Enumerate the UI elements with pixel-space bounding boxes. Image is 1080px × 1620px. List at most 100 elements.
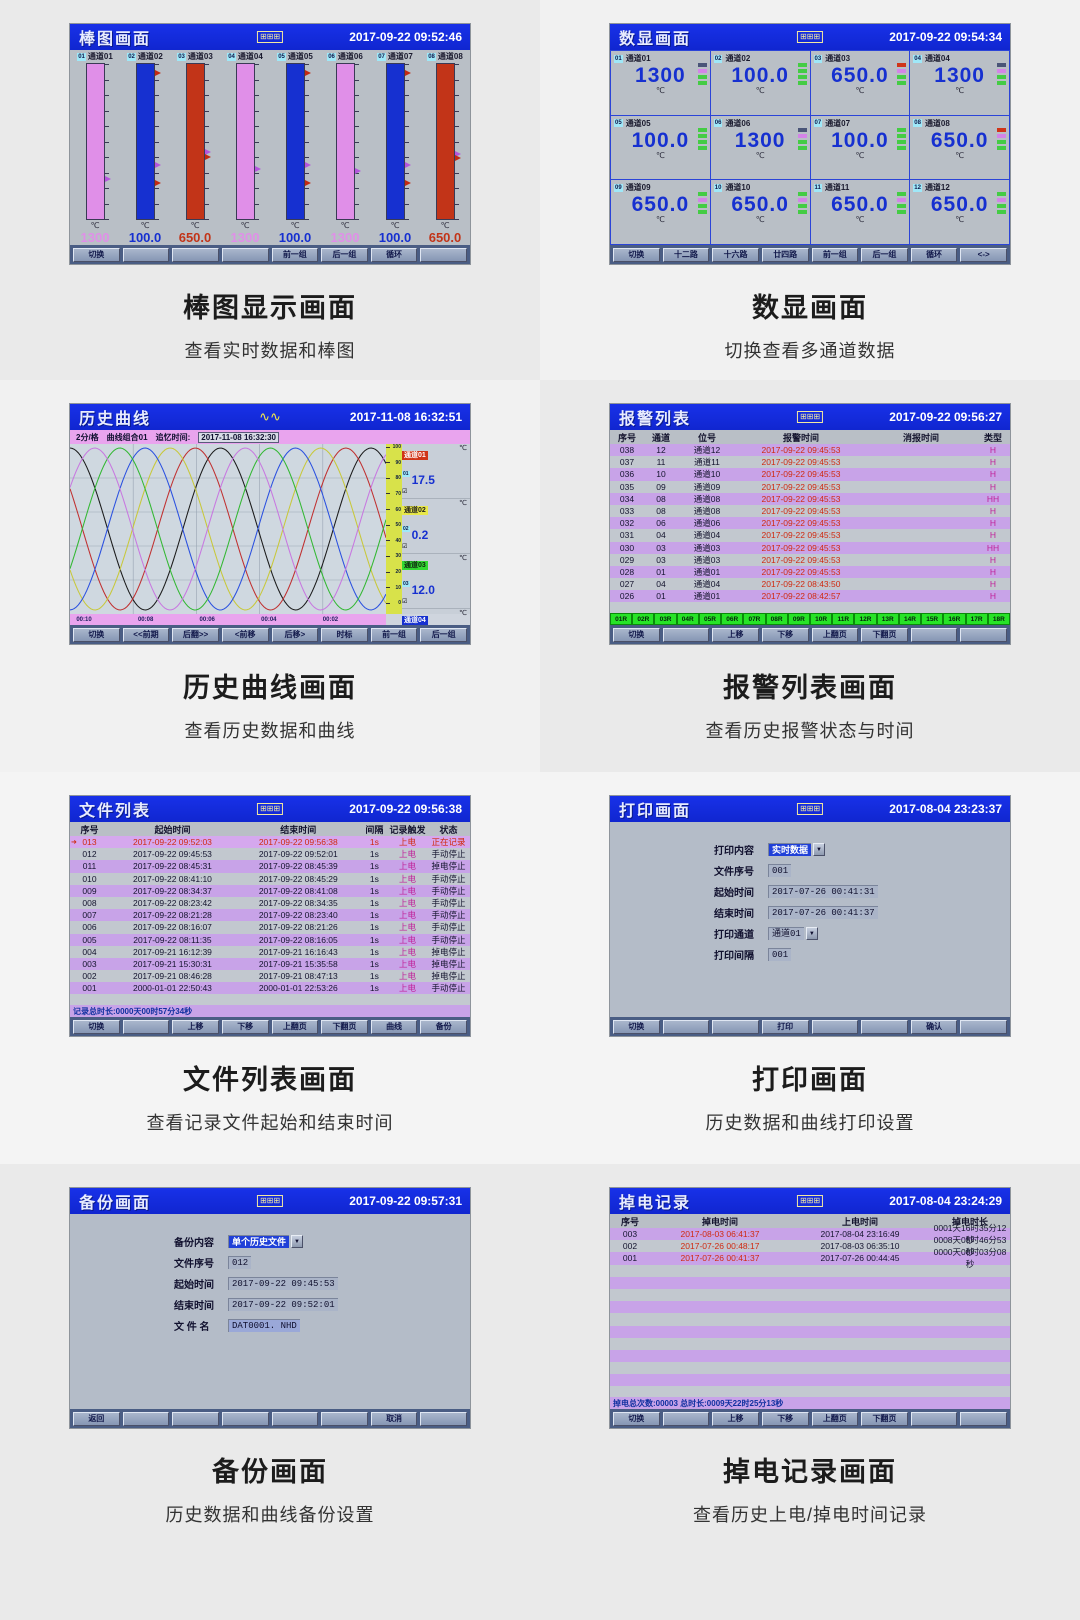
screen-toolbar[interactable]: 切换 十二路 十六路 廿四路 前一组 后一组 循环 <-> — [610, 245, 1010, 264]
channel-tag[interactable]: 05R — [698, 613, 722, 625]
toolbar-button-6[interactable] — [910, 1411, 958, 1426]
digital-cell[interactable]: 04 通道04 1300 ℃ — [910, 51, 1009, 115]
toolbar-button-3[interactable]: 下移 — [221, 1019, 269, 1034]
screen-toolbar[interactable]: 切换 上移 下移 上翻页 下翻页 — [610, 625, 1010, 644]
toolbar-button-5[interactable] — [321, 1411, 368, 1426]
toolbar-button-7[interactable]: 备份 — [420, 1019, 467, 1034]
table-row[interactable]: 006 2017-09-22 08:16:07 2017-09-22 08:21:2… — [70, 921, 470, 934]
toolbar-button-6[interactable]: 确认 — [910, 1019, 958, 1034]
channel-tag[interactable]: 10R — [809, 613, 833, 625]
toolbar-button-0[interactable]: 切换 — [613, 1019, 660, 1034]
screen-toolbar[interactable]: 切换 前一组 后一组 循环 — [70, 245, 470, 264]
channel-tag[interactable]: 03R — [654, 613, 677, 625]
screen-toolbar[interactable]: 切换 上移 下移 上翻页 下翻页 曲线 备份 — [70, 1017, 470, 1036]
toolbar-button-7[interactable] — [420, 247, 467, 262]
field-value[interactable]: 实时数据 — [768, 843, 812, 856]
digital-cell[interactable]: 12 通道12 650.0 ℃ — [910, 180, 1009, 244]
channel-tag[interactable]: 04R — [676, 613, 699, 625]
channel-tag[interactable]: 14R — [898, 613, 922, 625]
toolbar-button-5[interactable]: 时标 — [321, 627, 368, 642]
toolbar-button-7[interactable]: <-> — [960, 247, 1007, 262]
digital-cell[interactable]: 03 通道03 650.0 ℃ — [810, 51, 910, 115]
field-value[interactable]: 通道01 — [768, 927, 804, 940]
field-value[interactable]: 2017-09-22 09:45:53 — [228, 1277, 338, 1290]
channel-tag[interactable]: 09R — [787, 613, 810, 625]
screen-toolbar[interactable]: 返回 取消 — [70, 1409, 470, 1428]
toolbar-button-1[interactable] — [662, 627, 710, 642]
field-value[interactable]: DAT0001. NHD — [228, 1319, 300, 1332]
toolbar-button-5[interactable]: 后一组 — [861, 247, 908, 262]
toolbar-button-0[interactable]: 返回 — [73, 1411, 120, 1426]
curve-legend[interactable]: 通道01 ℃ 01 ☑ 17.5 通道02 ℃ 02 ☑ 0.2 通道03 ℃ 03 ☑ 12.0 通道04 ℃… — [402, 444, 470, 644]
toolbar-button-2[interactable] — [712, 1019, 759, 1034]
table-row[interactable]: 037 11 通道11 2017-09-22 09:45:53 H — [610, 456, 1010, 469]
toolbar-button-5[interactable] — [861, 1019, 908, 1034]
digital-cell[interactable]: 11 通道11 650.0 ℃ — [810, 180, 910, 244]
toolbar-button-3[interactable]: 打印 — [761, 1019, 809, 1034]
table-row[interactable]: 031 04 通道04 2017-09-22 09:45:53 H — [610, 529, 1010, 542]
table-row[interactable]: 010 2017-09-22 08:41:10 2017-09-22 08:45:2… — [70, 872, 470, 885]
toolbar-button-4[interactable]: 上翻页 — [271, 1019, 319, 1034]
toolbar-button-2[interactable]: 十六路 — [712, 247, 759, 262]
channel-tag[interactable]: 15R — [921, 613, 944, 625]
channel-tag[interactable]: 06R — [721, 613, 744, 625]
toolbar-button-3[interactable] — [221, 247, 269, 262]
table-row[interactable]: 003 2017-08-03 06:41:37 2017-08-04 23:16:4… — [610, 1223, 1010, 1245]
toolbar-button-2[interactable]: 上移 — [712, 1411, 759, 1426]
legend-checkbox[interactable]: ☑ — [402, 489, 408, 495]
table-row[interactable]: 004 2017-09-21 16:12:39 2017-09-21 16:16:4… — [70, 945, 470, 958]
toolbar-button-0[interactable]: 切换 — [613, 247, 660, 262]
channel-status-bar[interactable]: 01R 02R 03R 04R 05R 06R 07R 08R 09R 10R 11R 12R 13R 1… — [610, 613, 1010, 625]
digital-cell[interactable]: 07 通道07 100.0 ℃ — [810, 115, 910, 180]
table-row[interactable]: 003 2017-09-21 15:30:31 2017-09-21 15:35:5… — [70, 957, 470, 971]
channel-tag[interactable]: 11R — [832, 613, 855, 625]
toolbar-button-1[interactable] — [662, 1019, 710, 1034]
digital-cell[interactable]: 06 通道06 1300 ℃ — [710, 115, 810, 180]
table-row[interactable]: 026 01 通道01 2017-09-22 08:42:57 H — [610, 590, 1010, 603]
toolbar-button-2[interactable]: 上移 — [712, 627, 759, 642]
channel-tag[interactable]: 17R — [965, 613, 988, 625]
field-value[interactable]: 单个历史文件 — [228, 1235, 290, 1248]
toolbar-button-4[interactable]: 上翻页 — [811, 1411, 859, 1426]
toolbar-button-6[interactable]: 循环 — [370, 247, 418, 262]
table-row[interactable]: 036 10 通道10 2017-09-22 09:45:53 H — [610, 468, 1010, 481]
table-row[interactable]: 027 04 通道04 2017-09-22 08:43:50 H — [610, 578, 1010, 591]
field-value[interactable]: 2017-07-26 00:41:37 — [768, 906, 878, 919]
screen-toolbar[interactable]: 切换 上移 下移 上翻页 下翻页 — [610, 1409, 1010, 1428]
table-row[interactable]: 011 2017-09-22 08:45:31 2017-09-22 08:45:3… — [70, 860, 470, 873]
table-row[interactable]: 001 2017-07-26 00:41:37 2017-07-26 00:44:4… — [610, 1247, 1010, 1269]
toolbar-button-3[interactable]: 下移 — [761, 627, 809, 642]
table-row[interactable]: 038 12 通道12 2017-09-22 09:45:53 H — [610, 444, 1010, 457]
field-value[interactable]: 2017-07-26 00:41:31 — [768, 885, 878, 898]
combo-box[interactable]: 单个历史文件 ▼ — [228, 1235, 304, 1248]
legend-checkbox[interactable]: ☑ — [402, 544, 408, 550]
table-row[interactable]: 035 09 通道09 2017-09-22 09:45:53 H — [610, 480, 1010, 493]
table-row[interactable]: 032 06 通道06 2017-09-22 09:45:53 H — [610, 517, 1010, 530]
field-value[interactable]: 001 — [768, 864, 792, 877]
toolbar-button-4[interactable]: 后移> — [271, 627, 319, 642]
toolbar-button-0[interactable]: 切换 — [613, 1411, 660, 1426]
channel-tag[interactable]: 16R — [943, 613, 966, 625]
toolbar-button-4[interactable] — [271, 1411, 319, 1426]
channel-tag[interactable]: 08R — [765, 613, 788, 625]
toolbar-button-1[interactable]: <<前期 — [122, 627, 170, 642]
legend-row[interactable]: 通道01 ℃ 01 ☑ 17.5 — [402, 444, 470, 499]
toolbar-button-4[interactable]: 前一组 — [811, 247, 859, 262]
chevron-down-icon[interactable]: ▼ — [805, 927, 818, 940]
toolbar-button-2[interactable] — [172, 247, 219, 262]
recall-time-field[interactable]: 2017-11-08 16:32:30 — [198, 431, 279, 443]
table-row[interactable]: 008 2017-09-22 08:23:42 2017-09-22 08:34:3… — [70, 896, 470, 910]
digital-cell[interactable]: 10 通道10 650.0 ℃ — [710, 180, 810, 244]
channel-tag[interactable]: 07R — [743, 613, 766, 625]
toolbar-button-1[interactable] — [122, 1411, 170, 1426]
chevron-down-icon[interactable]: ▼ — [291, 1235, 304, 1248]
channel-tag[interactable]: 01R — [610, 613, 633, 625]
table-row[interactable]: 002 2017-07-26 00:48:17 2017-08-03 06:35:1… — [610, 1235, 1010, 1257]
toolbar-button-3[interactable]: 廿四路 — [761, 247, 809, 262]
field-value[interactable]: 001 — [768, 948, 792, 961]
toolbar-button-2[interactable]: 上移 — [172, 1019, 219, 1034]
screen-toolbar[interactable]: 切换 打印 确认 — [610, 1017, 1010, 1036]
toolbar-button-6[interactable]: 前一组 — [370, 627, 418, 642]
toolbar-button-3[interactable]: <前移 — [221, 627, 269, 642]
table-row[interactable]: 002 2017-09-21 08:46:28 2017-09-21 08:47:1… — [70, 970, 470, 983]
